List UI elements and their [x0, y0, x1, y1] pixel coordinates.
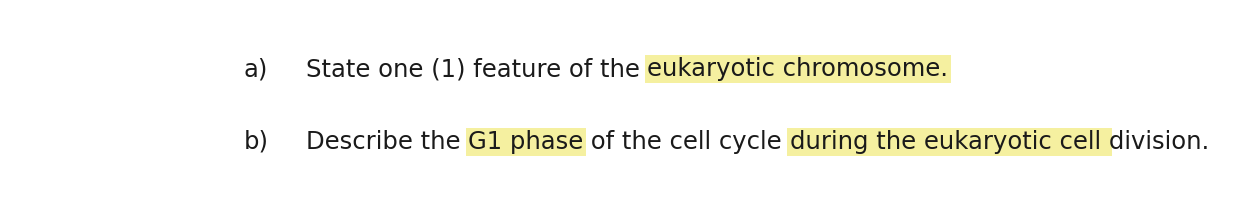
- Text: State one (1) feature of the: State one (1) feature of the: [305, 57, 648, 81]
- Text: eukaryotic chromosome.: eukaryotic chromosome.: [648, 57, 948, 81]
- Text: of the cell cycle: of the cell cycle: [583, 130, 790, 154]
- FancyBboxPatch shape: [645, 55, 950, 84]
- Text: during the eukaryotic cell division.: during the eukaryotic cell division.: [790, 130, 1209, 154]
- Text: a): a): [243, 57, 268, 81]
- FancyBboxPatch shape: [466, 128, 586, 156]
- Text: b): b): [243, 130, 268, 154]
- Text: G1 phase: G1 phase: [468, 130, 583, 154]
- Text: Describe the: Describe the: [305, 130, 468, 154]
- FancyBboxPatch shape: [787, 128, 1211, 156]
